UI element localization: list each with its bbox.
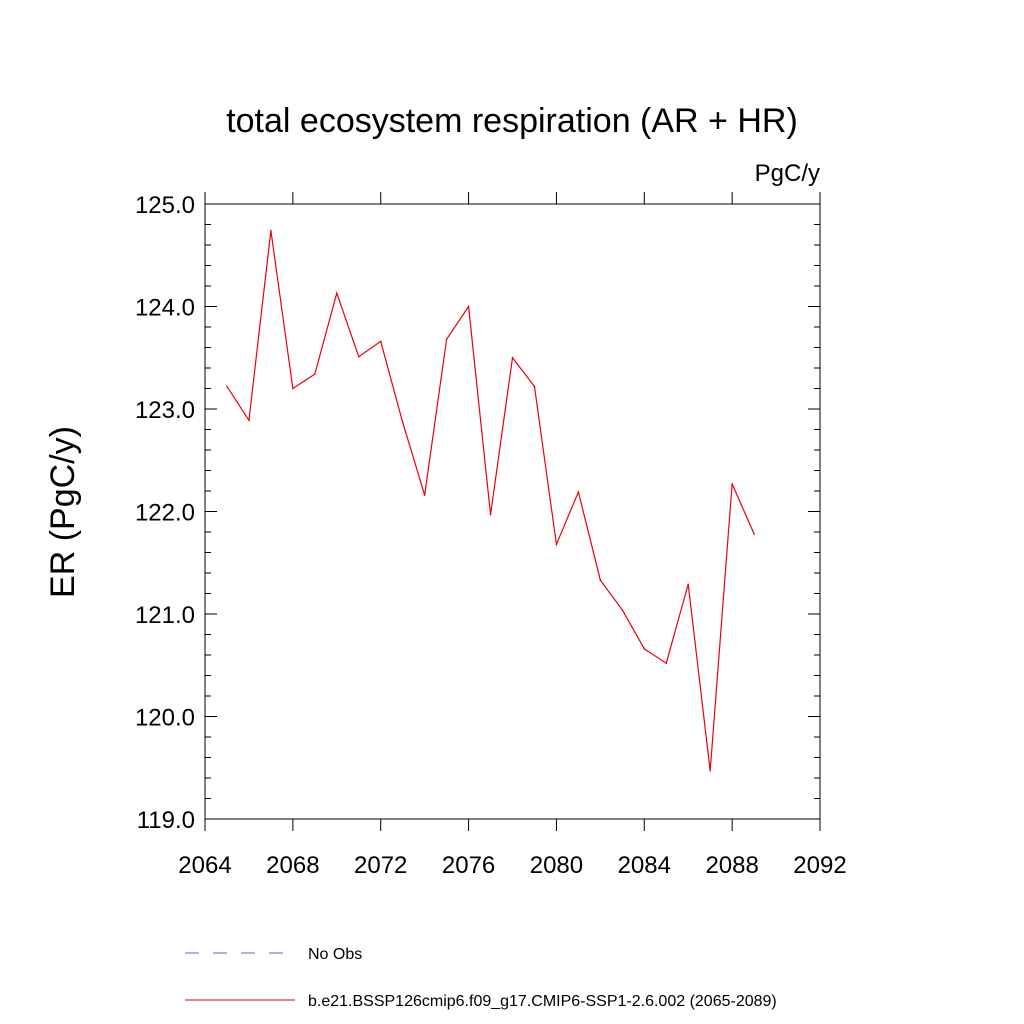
data-point [379, 340, 382, 343]
data-point [709, 770, 711, 772]
y-tick-label: 124.0 [135, 295, 195, 322]
axis-ticks [204, 192, 821, 831]
data-point [270, 229, 272, 232]
legend-label-no-obs: No Obs [308, 946, 362, 963]
y-axis-label: ER (PgC/y) [44, 426, 82, 598]
data-point [665, 662, 668, 664]
data-point [731, 483, 733, 485]
y-tick-label: 123.0 [135, 397, 195, 424]
data-point [292, 387, 294, 390]
x-tick-label: 2064 [178, 852, 231, 879]
x-tick-label: 2072 [354, 852, 407, 879]
x-tick-label: 2076 [442, 852, 495, 879]
data-point [511, 356, 514, 359]
data-point [248, 419, 250, 422]
data-point [335, 292, 338, 294]
data-point [533, 385, 536, 388]
legend: No Obs b.e21.BSSP126cmip6.f09_g17.CMIP6-… [185, 946, 777, 1010]
data-point [555, 543, 558, 546]
data-point [226, 385, 228, 388]
units-label: PgC/y [755, 160, 820, 187]
data-point [423, 494, 426, 496]
data-point [489, 513, 492, 516]
data-point [621, 609, 624, 611]
y-tick-label: 120.0 [135, 705, 195, 732]
legend-label-series: b.e21.BSSP126cmip6.f09_g17.CMIP6-SSP1-2.… [308, 993, 777, 1010]
data-point [643, 648, 646, 650]
x-tick-label: 2092 [793, 852, 846, 879]
data-point [467, 305, 470, 308]
x-tick-label: 2084 [618, 852, 671, 879]
series-line [226, 230, 755, 771]
y-tick-label: 122.0 [135, 500, 195, 527]
y-tick-label: 125.0 [135, 192, 195, 219]
plot-frame [204, 203, 821, 820]
data-point [599, 579, 602, 581]
data-point [687, 583, 690, 586]
series-group [226, 229, 755, 772]
x-tick-label: 2068 [266, 852, 319, 879]
data-point [445, 338, 448, 341]
y-tick-label: 119.0 [137, 807, 195, 834]
data-point [314, 373, 316, 375]
data-point [577, 491, 580, 493]
x-tick-label: 2080 [530, 852, 583, 879]
y-tick-label: 121.0 [135, 602, 195, 629]
data-point [401, 421, 404, 424]
data-point [357, 355, 360, 358]
chart-title: total ecosystem respiration (AR + HR) [226, 102, 798, 140]
data-point [753, 533, 755, 535]
x-tick-label: 2088 [705, 852, 758, 879]
axis-tick-labels: 119.0 120.0 121.0 122.0 123.0 124.0 125.0 2064 2… [135, 192, 847, 879]
